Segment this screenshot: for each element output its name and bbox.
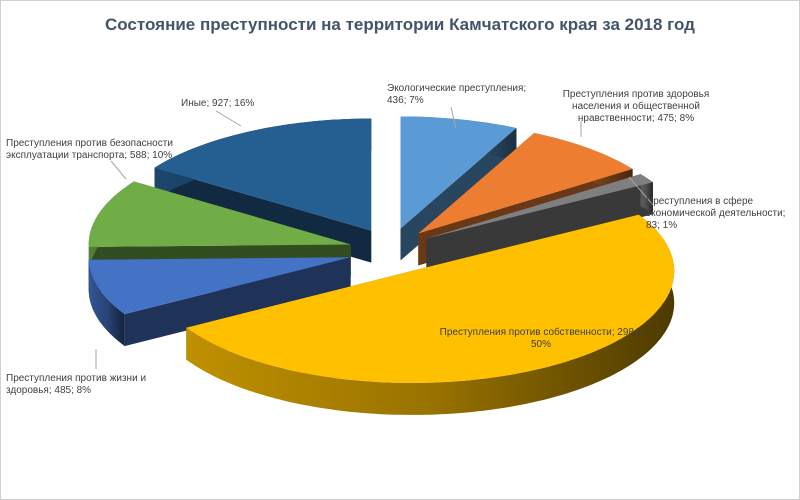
data-label: Преступления против безопасности эксплуа… — [6, 138, 173, 161]
pie-slice — [186, 214, 675, 415]
pie-slice — [426, 174, 653, 271]
slice-top — [426, 174, 653, 239]
slice-top — [154, 118, 372, 231]
leader-line — [110, 160, 127, 180]
leader-line — [628, 176, 654, 206]
data-label: Преступления против здоровья населения и… — [562, 89, 710, 124]
slice-top — [186, 214, 675, 383]
slice-wall — [88, 259, 125, 347]
slice-top — [400, 116, 517, 229]
data-label: Преступления против собственности; 2984;… — [439, 327, 643, 350]
leader-line — [450, 106, 457, 130]
slice-side — [426, 182, 653, 271]
data-label: Преступления против жизни и здоровья; 48… — [6, 373, 147, 396]
pie-slice — [88, 257, 351, 347]
leader-line — [215, 110, 242, 127]
slice-top — [88, 257, 351, 315]
data-label: Преступления в сфере экономической деяте… — [646, 196, 786, 231]
slice-top — [88, 181, 351, 247]
chart-title: Состояние преступности на территории Кам… — [105, 15, 695, 34]
data-label: Иные; 927; 16% — [181, 98, 255, 109]
data-label: Экологические преступления; 436; 7% — [387, 83, 527, 106]
slice-top — [418, 133, 633, 234]
